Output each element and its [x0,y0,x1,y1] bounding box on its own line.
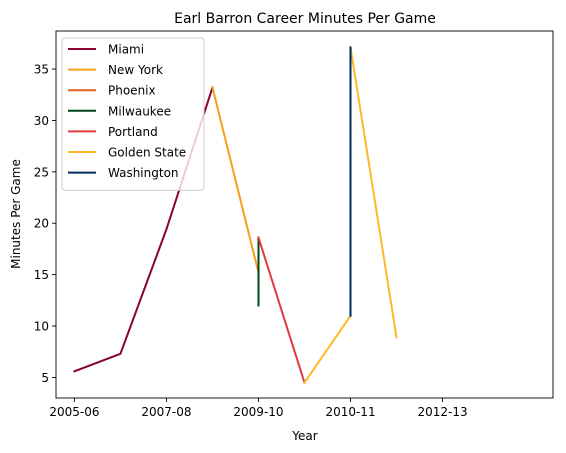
y-tick-label: 25 [34,165,49,179]
x-tick-label: 2010-11 [325,405,375,419]
y-tick-label: 30 [34,114,49,128]
series-line-1 [211,86,260,274]
legend-label: Milwaukee [108,104,171,118]
x-tick-label: 2007-08 [141,405,191,419]
y-tick-label: 5 [41,371,49,385]
legend-frame [61,37,205,191]
y-tick-label: 10 [34,320,49,334]
x-tick-label: 2009-10 [233,405,283,419]
x-tick-label: 2005-06 [49,405,99,419]
legend-label: Washington [108,166,179,180]
plot-area [55,30,554,399]
y-tick-label: 35 [34,63,49,77]
legend-label: Golden State [108,146,186,160]
chart-title: Earl Barron Career Minutes Per Game [174,11,436,27]
x-axis: 2005-06 2007-08 2009-10 2010-11 2012-13 [49,398,468,419]
legend: Miami New York Phoenix Milwaukee Portland Gol… [61,37,205,191]
y-tick-label: 15 [34,268,49,282]
y-axis: 5 10 15 20 25 30 35 [34,63,56,385]
y-axis-label: Minutes Per Game [9,159,23,269]
x-axis-label: Year [291,429,317,443]
legend-label: New York [108,63,163,77]
legend-label: Miami [108,43,144,57]
legend-label: Portland [108,125,158,139]
series-line-4 [257,236,306,384]
y-tick-label: 20 [34,217,49,231]
legend-label: Phoenix [108,84,156,98]
x-tick-label: 2012-13 [417,405,467,419]
